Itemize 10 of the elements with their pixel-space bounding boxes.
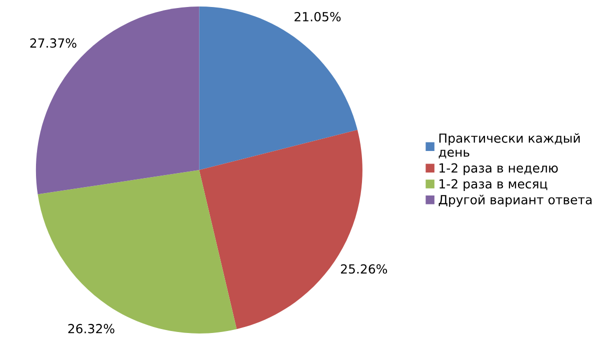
pie-slice (199, 6, 358, 170)
legend-label: Практически каждый день (438, 133, 580, 158)
data-label: 27.37% (30, 38, 76, 48)
pie-slice (38, 170, 237, 334)
legend-label: 1-2 раза в неделю (440, 163, 558, 176)
data-label: 25.26% (340, 264, 388, 274)
legend-label: Другой вариант ответа (438, 194, 592, 207)
legend-label: 1-2 раза в месяц (440, 179, 548, 191)
data-label: 21.05% (294, 12, 341, 22)
data-label: 26.32% (68, 324, 114, 334)
